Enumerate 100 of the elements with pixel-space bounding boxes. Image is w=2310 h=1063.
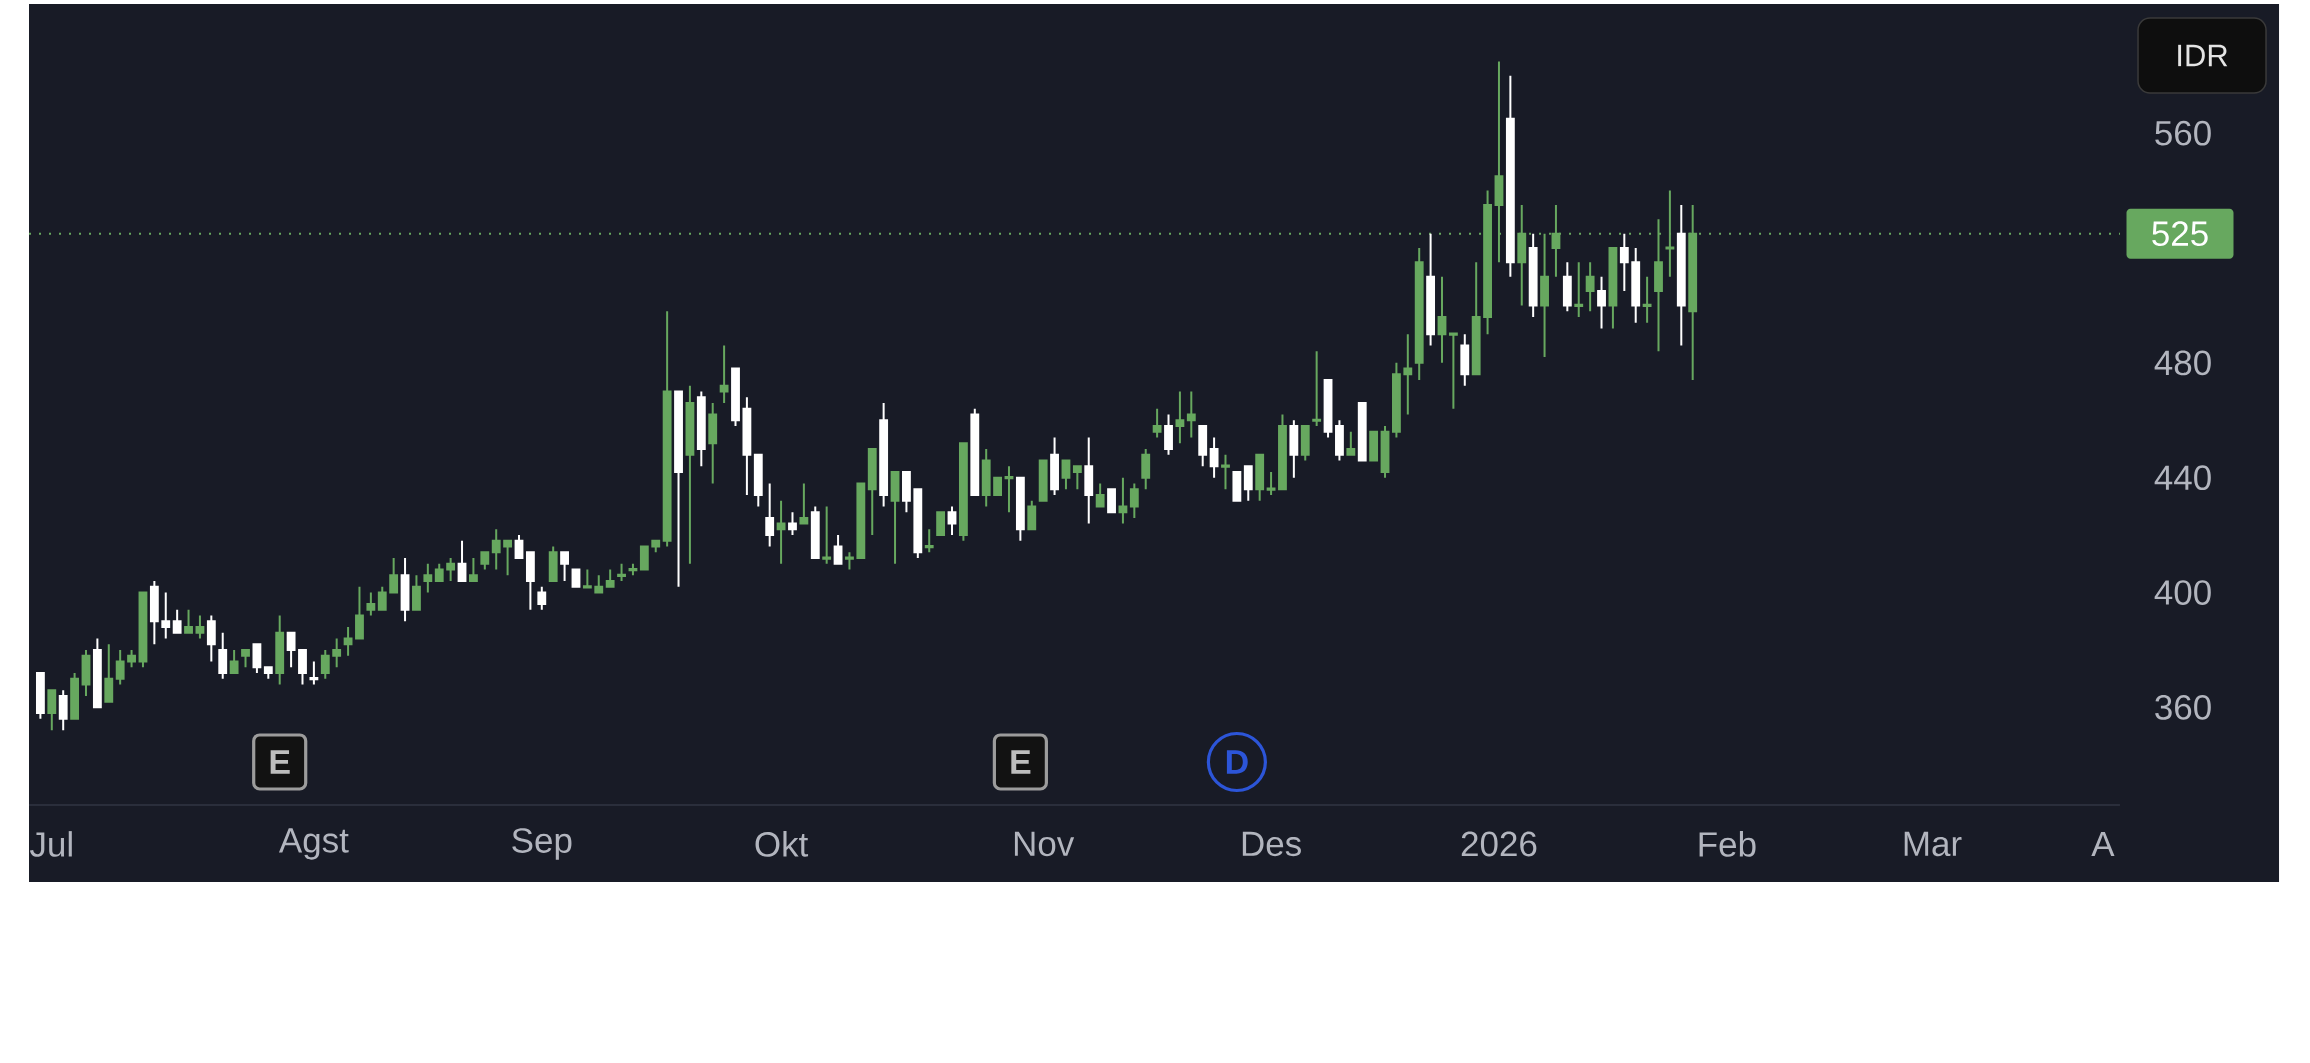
candlestick bbox=[229, 648, 239, 674]
candlestick bbox=[1050, 436, 1059, 496]
candlestick bbox=[1528, 232, 1538, 318]
candlestick bbox=[1665, 189, 1675, 278]
x-tick-label: Okt bbox=[755, 831, 809, 857]
candlestick bbox=[1460, 333, 1470, 387]
candlestick bbox=[685, 384, 695, 565]
x-tick-label: A bbox=[2091, 831, 2115, 857]
ref-line-label: 525 bbox=[2152, 221, 2208, 247]
candlestick bbox=[412, 574, 421, 611]
candlestick bbox=[731, 367, 740, 428]
candlestick bbox=[617, 562, 626, 583]
candlestick bbox=[389, 557, 399, 594]
candlestick bbox=[1323, 379, 1333, 439]
candlestick bbox=[241, 648, 250, 669]
candlestick bbox=[1540, 232, 1549, 359]
candlestick bbox=[822, 505, 832, 565]
candlestick bbox=[742, 396, 752, 496]
candlestick bbox=[343, 625, 353, 657]
x-tick-label: Agst bbox=[278, 828, 349, 860]
candlestick bbox=[696, 390, 706, 468]
x-tick-label: Feb bbox=[1699, 831, 1756, 857]
candlestick bbox=[1027, 499, 1037, 531]
candlestick bbox=[1129, 482, 1139, 519]
candlestick bbox=[765, 482, 775, 548]
candlestick bbox=[651, 539, 661, 554]
candlestick bbox=[149, 580, 159, 646]
candlestick bbox=[1186, 390, 1196, 439]
candlestick bbox=[1437, 275, 1447, 364]
candlestick bbox=[639, 545, 649, 571]
candlestick bbox=[936, 511, 946, 537]
candlestick bbox=[104, 643, 114, 703]
annotation: E bbox=[270, 750, 290, 774]
candlestick bbox=[981, 447, 991, 508]
candlestick bbox=[1676, 203, 1686, 347]
candlestick bbox=[924, 528, 934, 554]
candlestick bbox=[845, 551, 854, 571]
y-tick-label: 440 bbox=[2154, 465, 2211, 491]
candlestick bbox=[35, 671, 45, 720]
candlestick bbox=[252, 643, 262, 674]
candlestick bbox=[1471, 261, 1481, 376]
candlestick bbox=[662, 310, 672, 548]
candlestick bbox=[970, 407, 980, 496]
annotation: E bbox=[1011, 750, 1031, 774]
candlestick bbox=[366, 591, 376, 617]
candlestick bbox=[1312, 350, 1322, 428]
candlestick bbox=[503, 539, 513, 577]
candlestick bbox=[1597, 275, 1606, 330]
candlestick bbox=[1278, 413, 1287, 491]
candlestick bbox=[1164, 413, 1173, 456]
candlestick bbox=[1107, 488, 1116, 514]
x-tick-label: Mar bbox=[1904, 831, 1962, 857]
candlestick bbox=[138, 591, 148, 669]
candlestick bbox=[1243, 465, 1253, 502]
candlestick bbox=[480, 551, 490, 571]
candlestick bbox=[1608, 247, 1618, 330]
x-tick-label: 2026 bbox=[1461, 831, 1537, 857]
candlestick bbox=[423, 562, 433, 594]
candlestick bbox=[1300, 425, 1310, 462]
candlestick bbox=[1335, 419, 1344, 462]
candlestick bbox=[1232, 470, 1242, 502]
candlestick bbox=[434, 562, 444, 583]
candlestick bbox=[1175, 390, 1185, 445]
candlestick bbox=[1095, 482, 1105, 508]
candlestick bbox=[115, 648, 125, 686]
candlestick bbox=[958, 442, 968, 542]
annotation: D bbox=[1226, 750, 1248, 774]
candlestick bbox=[1631, 247, 1641, 324]
candlestick bbox=[400, 557, 410, 623]
candlestick bbox=[469, 557, 478, 583]
candlestick bbox=[286, 631, 296, 669]
candlestick bbox=[1483, 189, 1492, 336]
candlestick bbox=[605, 568, 615, 588]
x-tick-label: Des bbox=[1242, 831, 1301, 857]
candlestick bbox=[1619, 232, 1629, 293]
candlestick bbox=[1346, 430, 1356, 456]
candlestick bbox=[309, 660, 319, 686]
x-tick-label: Nov bbox=[1014, 831, 1075, 857]
candlestick bbox=[1198, 425, 1208, 468]
candlestick bbox=[913, 488, 923, 560]
candlestick bbox=[1426, 232, 1436, 347]
candlestick bbox=[879, 402, 889, 508]
candlestick bbox=[47, 689, 57, 732]
y-axis-title: IDR bbox=[2178, 44, 2228, 67]
candlestick bbox=[548, 545, 558, 583]
candlestick bbox=[776, 499, 786, 565]
candlestick bbox=[1289, 419, 1299, 479]
candlestick bbox=[92, 637, 102, 709]
candlestick bbox=[172, 608, 182, 634]
candlestick bbox=[1380, 425, 1390, 479]
candlestick bbox=[206, 614, 216, 663]
candlestick bbox=[833, 534, 843, 565]
y-tick-label: 560 bbox=[2155, 120, 2211, 146]
candlestick bbox=[195, 614, 205, 640]
candlestick bbox=[1061, 459, 1071, 491]
candlestick bbox=[127, 648, 136, 669]
candlestick bbox=[1517, 203, 1527, 307]
candlestick bbox=[708, 402, 718, 485]
candlestick bbox=[1574, 261, 1584, 318]
candlestick bbox=[890, 470, 900, 565]
